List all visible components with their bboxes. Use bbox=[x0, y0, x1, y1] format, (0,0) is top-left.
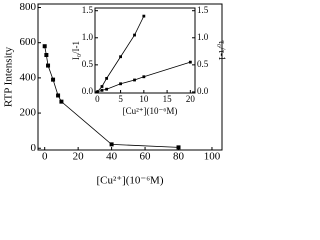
data-point bbox=[100, 88, 104, 92]
y-tick-label: 600 bbox=[20, 36, 37, 48]
data-point bbox=[51, 77, 56, 82]
data-point bbox=[46, 63, 51, 68]
data-point bbox=[142, 75, 146, 79]
data-point bbox=[133, 78, 136, 82]
y-axis-label: RTP Intensity bbox=[3, 46, 15, 107]
data-point bbox=[105, 76, 109, 80]
data-point bbox=[44, 53, 49, 58]
x-tick-label: 5 bbox=[118, 94, 123, 104]
data-point bbox=[188, 60, 192, 64]
data-point bbox=[119, 82, 122, 86]
y2-axis-label: τ₀/τ-1 bbox=[217, 40, 227, 60]
y2-tick-label: 1.0 bbox=[197, 32, 209, 42]
y-tick-label: 0.5 bbox=[82, 59, 94, 69]
y2-tick-label: 0.0 bbox=[197, 86, 209, 96]
plot-frame bbox=[94, 7, 196, 94]
data-point bbox=[59, 99, 64, 104]
y-tick-label: 200 bbox=[20, 107, 37, 119]
chart: 0 20 40 60 80 1000200400600800[Cu²⁺](10⁻⁶M)RT… bbox=[3, 1, 227, 187]
y2-tick-label: 0.5 bbox=[197, 59, 209, 69]
x-tick-label: 40 bbox=[106, 151, 118, 163]
x-tick-label: 15 bbox=[163, 94, 173, 104]
x-tick-label: 0 bbox=[42, 151, 48, 163]
y-tick-label: 1.0 bbox=[82, 32, 94, 42]
x-tick-label: 10 bbox=[139, 94, 149, 104]
x-axis-label: [Cu²⁺](10⁻⁶M) bbox=[123, 106, 178, 116]
y-axis-label: I₀/I-1 bbox=[71, 41, 81, 60]
y-tick-label: 1.5 bbox=[82, 5, 94, 15]
data-point bbox=[109, 142, 114, 147]
x-tick-label: 60 bbox=[140, 151, 152, 163]
y2-tick-label: 1.5 bbox=[197, 5, 209, 15]
data-point bbox=[42, 44, 47, 49]
data-point bbox=[133, 33, 136, 37]
data-point bbox=[95, 90, 99, 94]
x-tick-label: 0 bbox=[95, 94, 100, 104]
data-point bbox=[105, 87, 109, 91]
x-tick-label: 20 bbox=[186, 94, 196, 104]
y-tick-label: 0 bbox=[31, 142, 37, 154]
x-axis-label: [Cu²⁺](10⁻⁶M) bbox=[96, 175, 163, 187]
y-tick-label: 0.0 bbox=[82, 86, 94, 96]
data-point bbox=[100, 85, 104, 88]
data-point bbox=[56, 93, 61, 98]
data-point bbox=[119, 55, 122, 59]
y-tick-label: 400 bbox=[20, 71, 37, 83]
x-tick-label: 80 bbox=[173, 151, 185, 163]
data-point bbox=[142, 14, 146, 18]
x-tick-label: 20 bbox=[73, 151, 85, 163]
data-point bbox=[176, 145, 181, 150]
y-tick-label: 800 bbox=[20, 1, 37, 13]
x-tick-label: 100 bbox=[204, 151, 221, 163]
